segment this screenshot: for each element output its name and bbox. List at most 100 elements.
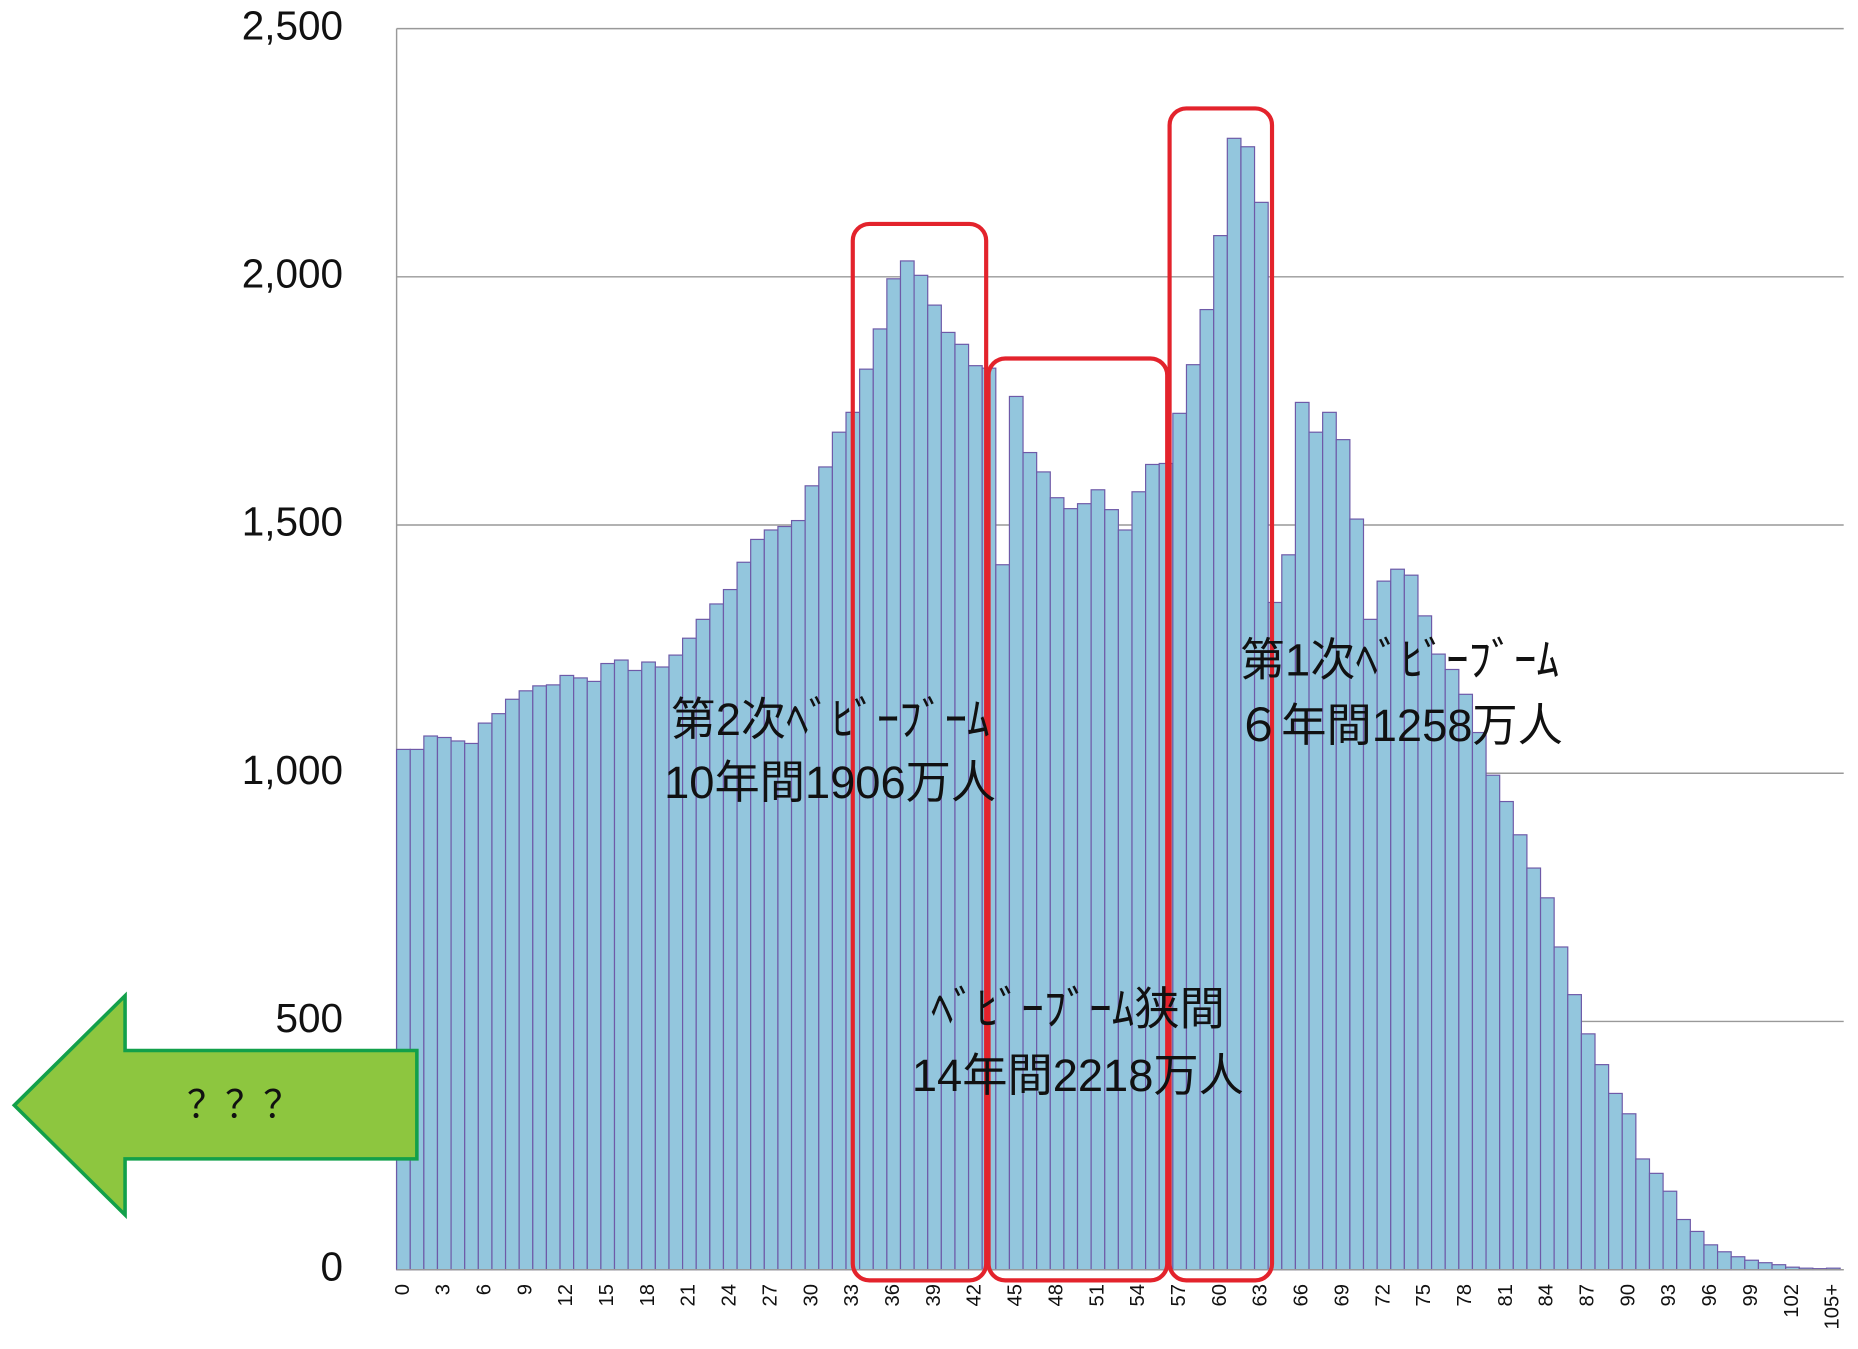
- bar: [763, 529, 779, 1271]
- x-tick-label: 21: [678, 1284, 700, 1307]
- bar: [477, 722, 493, 1271]
- bar: [1145, 463, 1160, 1271]
- x-tick-label: 84: [1536, 1284, 1558, 1307]
- bar: [600, 662, 616, 1271]
- bar: [573, 677, 588, 1271]
- bar: [1621, 1113, 1637, 1271]
- bar: [1090, 489, 1106, 1271]
- bar: [790, 519, 806, 1271]
- annotation: ﾍﾞﾋﾞｰﾌﾞｰﾑ狭間: [931, 983, 1225, 1034]
- bar: [777, 525, 793, 1271]
- bar: [423, 735, 439, 1271]
- x-tick-label: 60: [1209, 1284, 1231, 1307]
- bar: [1771, 1264, 1787, 1271]
- bar: [1648, 1172, 1664, 1271]
- bar: [1594, 1064, 1610, 1271]
- bar: [1308, 431, 1324, 1271]
- y-tick-label: 2,000: [242, 251, 343, 297]
- bar: [1703, 1244, 1719, 1271]
- bar: [1008, 395, 1024, 1271]
- x-tick-label: 105+: [1822, 1284, 1844, 1330]
- x-tick-label: 24: [719, 1284, 741, 1307]
- bar: [1076, 503, 1092, 1271]
- x-tick-label: 33: [841, 1284, 863, 1307]
- bar: [1553, 946, 1569, 1271]
- annotation: ６年間1258万人: [1236, 700, 1563, 751]
- bar: [967, 365, 983, 1271]
- y-tick-label: 1,000: [242, 747, 343, 793]
- bar: [464, 742, 479, 1271]
- bar: [804, 485, 820, 1271]
- x-tick-label: 102: [1781, 1284, 1803, 1318]
- y-tick-label: 0: [320, 1243, 343, 1289]
- x-tick-label: 63: [1250, 1284, 1272, 1307]
- x-tick-label: 39: [923, 1284, 945, 1307]
- bar: [1458, 693, 1474, 1271]
- x-tick-label: 15: [596, 1284, 618, 1307]
- bar: [532, 685, 548, 1271]
- bar: [1716, 1251, 1732, 1271]
- bar: [1322, 411, 1337, 1271]
- bar: [545, 684, 561, 1271]
- x-tick-label: 90: [1617, 1284, 1639, 1307]
- x-tick-label: 57: [1168, 1284, 1190, 1307]
- annotation: 14年間2218万人: [912, 1050, 1244, 1101]
- bar: [518, 690, 534, 1271]
- bar: [1757, 1262, 1773, 1271]
- bar: [859, 368, 874, 1271]
- x-tick-label: 54: [1127, 1284, 1149, 1307]
- y-tick-label: 2,500: [242, 2, 343, 48]
- bar: [491, 713, 507, 1271]
- y-tick-label: 1,500: [242, 499, 343, 545]
- annotation: 第1次ﾍﾞﾋﾞｰﾌﾞｰﾑ: [1240, 634, 1559, 685]
- bar: [641, 661, 656, 1271]
- x-tick-label: 48: [1045, 1284, 1067, 1307]
- bar: [409, 748, 425, 1271]
- bar: [1580, 1033, 1596, 1271]
- bar: [1471, 731, 1487, 1271]
- x-tick-label: 66: [1291, 1284, 1313, 1307]
- x-tick-label: 27: [759, 1284, 781, 1307]
- x-tick-label: 12: [555, 1284, 577, 1307]
- bar: [1213, 235, 1228, 1271]
- arrow: [11, 991, 419, 1220]
- x-tick-label: 45: [1005, 1284, 1027, 1307]
- highlight-box: [986, 356, 1170, 1283]
- x-tick-label: 96: [1699, 1284, 1721, 1307]
- x-tick-label: 72: [1372, 1284, 1394, 1307]
- x-tick-label: 87: [1577, 1284, 1599, 1307]
- annotation: 第2次ﾍﾞﾋﾞｰﾌﾞｰﾑ: [670, 694, 989, 745]
- bar: [1526, 867, 1542, 1271]
- bar: [1185, 364, 1201, 1271]
- bar: [818, 466, 833, 1271]
- x-tick-label: 69: [1331, 1284, 1353, 1307]
- bar: [586, 680, 602, 1271]
- bar: [1444, 668, 1460, 1271]
- x-tick-label: 42: [964, 1284, 986, 1307]
- bar: [1063, 508, 1079, 1271]
- highlight-box: [850, 221, 989, 1283]
- x-tick-label: 3: [433, 1284, 455, 1295]
- bar: [1335, 439, 1351, 1271]
- bar: [1539, 897, 1555, 1271]
- bar: [504, 698, 520, 1271]
- x-tick-label: 6: [473, 1284, 495, 1295]
- bar: [1199, 308, 1215, 1271]
- bar: [1499, 800, 1514, 1271]
- bar: [613, 659, 629, 1271]
- bar: [1512, 834, 1528, 1271]
- x-tick-label: 99: [1740, 1284, 1762, 1307]
- bar: [1676, 1218, 1691, 1271]
- bar: [668, 654, 684, 1271]
- bar: [450, 740, 466, 1271]
- highlight-box: [1167, 106, 1275, 1283]
- bar: [1349, 518, 1365, 1271]
- bar: [1036, 471, 1051, 1271]
- bar: [1131, 491, 1147, 1271]
- x-tick-label: 0: [392, 1284, 414, 1295]
- bar: [396, 748, 411, 1271]
- bar: [1022, 451, 1038, 1271]
- x-tick-label: 30: [800, 1284, 822, 1307]
- arrow-label: ？？？: [187, 1085, 301, 1127]
